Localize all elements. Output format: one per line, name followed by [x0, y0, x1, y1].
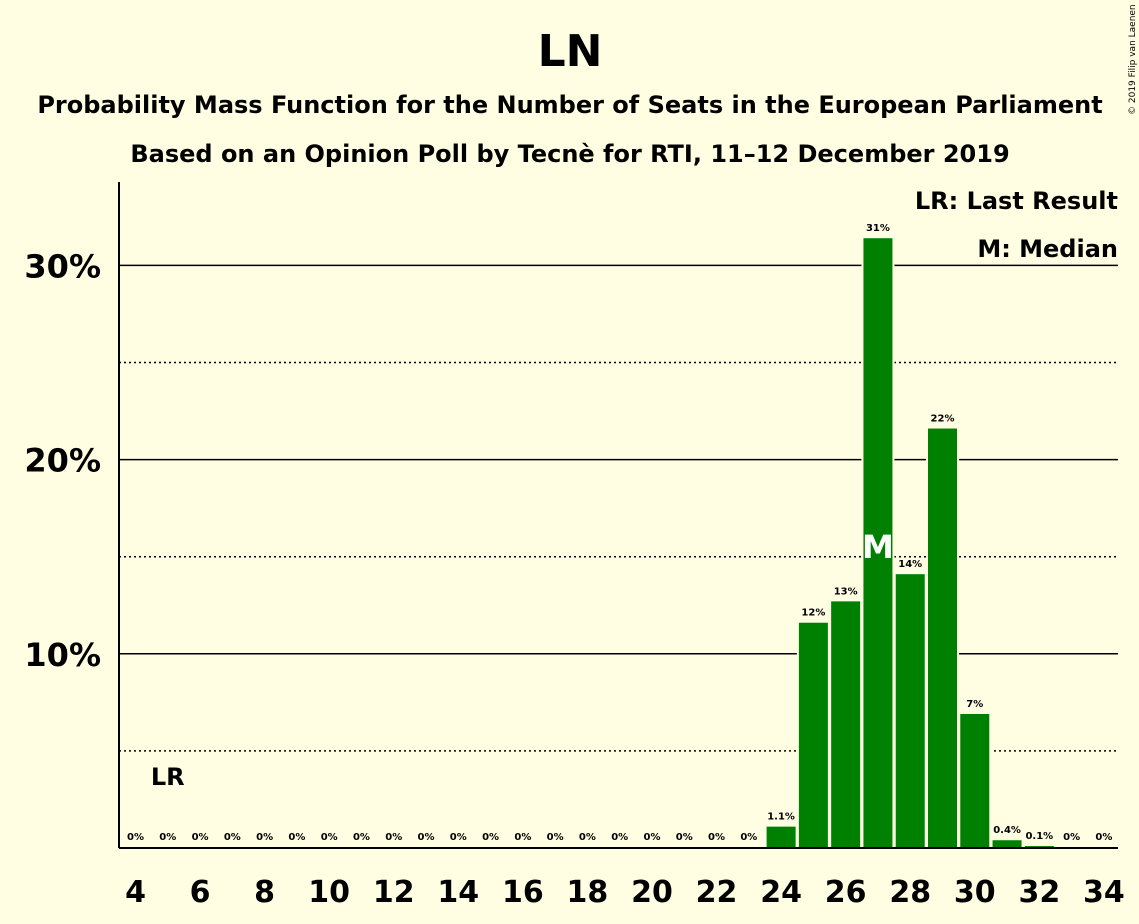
- data-label: 22%: [931, 414, 955, 425]
- y-tick-labels: 10% 20% 30%: [24, 247, 101, 673]
- bar-seat-25: [798, 622, 828, 848]
- x-tick-label: 30: [954, 875, 996, 910]
- legend-median: M: Median: [977, 235, 1118, 263]
- x-tick-label: 8: [254, 875, 275, 910]
- data-label: 0%: [1095, 832, 1112, 843]
- data-label: 0%: [224, 832, 241, 843]
- data-label: 0%: [256, 832, 273, 843]
- x-tick-label: 22: [696, 875, 738, 910]
- chart-title: LN: [538, 26, 603, 77]
- x-tick-label: 12: [373, 875, 415, 910]
- bar-seat-27: [863, 238, 893, 848]
- data-label: 0%: [579, 832, 596, 843]
- markers: LR M: [151, 528, 894, 791]
- data-label: 13%: [834, 586, 858, 597]
- bar-outline: [1022, 844, 1056, 848]
- chart-subtitle-2: Based on an Opinion Poll by Tecnè for RT…: [130, 140, 1009, 168]
- bar-seat-30: [960, 714, 990, 848]
- data-label: 0%: [643, 832, 660, 843]
- legend-last-result: LR: Last Result: [915, 187, 1118, 215]
- bars: [764, 236, 1056, 848]
- data-label: 0%: [1063, 832, 1080, 843]
- data-label: 14%: [898, 559, 922, 570]
- data-label: 0%: [676, 832, 693, 843]
- x-tick-label: 14: [437, 875, 479, 910]
- data-label: 0%: [288, 832, 305, 843]
- last-result-marker: LR: [151, 763, 185, 791]
- x-tick-label: 18: [567, 875, 609, 910]
- data-labels: 0% 0% 0% 0% 0% 0% 0% 0% 0% 0% 0% 0% 0% 0% 0% 0% 0% 0% 0% 0%…: [127, 223, 1112, 843]
- x-tick-label: 26: [825, 875, 867, 910]
- bar-seat-28: [895, 574, 925, 848]
- chart-subtitle-1: Probability Mass Function for the Number…: [37, 91, 1102, 119]
- bar-seat-24: [766, 826, 796, 848]
- x-tick-label: 28: [889, 875, 931, 910]
- data-label: 0%: [482, 832, 499, 843]
- x-tick-label: 6: [190, 875, 211, 910]
- x-tick-label: 32: [1018, 875, 1060, 910]
- bar-seat-31: [992, 840, 1022, 848]
- x-tick-labels: 4 6 8 10 12 14 16 18 20 22 24 26 28 30 32 34: [125, 875, 1125, 910]
- x-tick-label: 4: [125, 875, 146, 910]
- x-tick-label: 20: [631, 875, 673, 910]
- data-label: 1.1%: [767, 812, 795, 823]
- y-tick-label: 10%: [24, 636, 101, 674]
- data-label: 0.4%: [993, 825, 1021, 836]
- data-label: 0%: [321, 832, 338, 843]
- bar-seat-26: [831, 601, 861, 848]
- data-label: 0%: [611, 832, 628, 843]
- data-label: 0%: [547, 832, 564, 843]
- data-label: 12%: [801, 608, 825, 619]
- data-label: 0%: [192, 832, 209, 843]
- data-label: 0%: [514, 832, 531, 843]
- x-tick-label: 24: [760, 875, 802, 910]
- data-label: 0%: [418, 832, 435, 843]
- data-label: 0%: [450, 832, 467, 843]
- grid-lines: [119, 264, 1118, 752]
- data-label: 0%: [740, 832, 757, 843]
- data-label: 0%: [385, 832, 402, 843]
- data-label: 0%: [708, 832, 725, 843]
- y-tick-label: 30%: [24, 247, 101, 285]
- x-tick-label: 10: [308, 875, 350, 910]
- data-label: 31%: [866, 223, 890, 234]
- bar-seat-29: [928, 428, 957, 848]
- axes: [118, 182, 1118, 849]
- data-label: 0%: [353, 832, 370, 843]
- data-label: 0%: [127, 832, 144, 843]
- y-tick-label: 20%: [24, 442, 101, 480]
- median-marker: M: [862, 528, 894, 566]
- x-tick-label: 16: [502, 875, 544, 910]
- data-label: 0%: [159, 832, 176, 843]
- copyright-note: © 2019 Filip van Laenen: [1128, 4, 1138, 115]
- data-label: 7%: [966, 699, 983, 710]
- x-tick-label: 34: [1083, 875, 1125, 910]
- data-label: 0.1%: [1025, 831, 1053, 842]
